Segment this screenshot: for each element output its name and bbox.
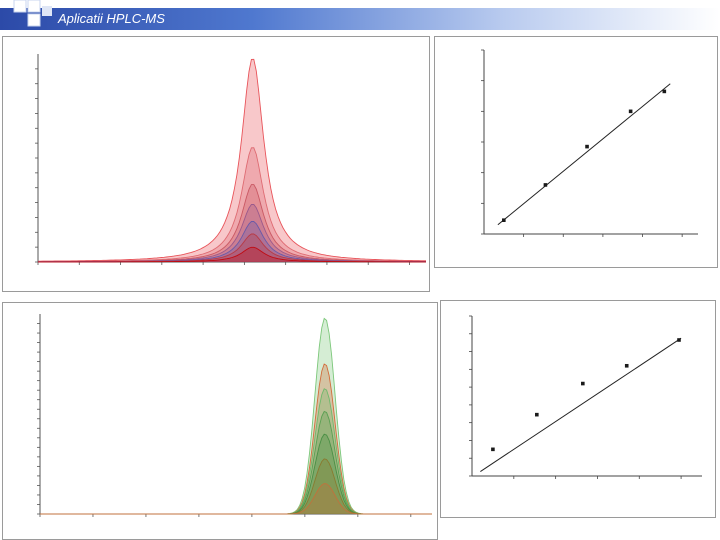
peak-area-6x10-8	[38, 204, 426, 262]
peak-line-10-8	[40, 483, 432, 515]
data-point	[628, 109, 633, 114]
peak-area-6x10-8	[40, 411, 432, 514]
chart-frame	[2, 36, 430, 292]
peak-area-8x10-8	[40, 388, 432, 514]
data-point	[581, 381, 585, 386]
peak-area-5x10-7	[38, 59, 426, 262]
data-point	[677, 338, 681, 342]
slide-header: Aplicatii HPLC-MS	[0, 0, 720, 34]
chart-frame	[440, 300, 716, 518]
peak-area-10-7	[38, 147, 426, 262]
trendline	[480, 337, 682, 472]
peak-area-10-8	[38, 247, 426, 262]
data-point	[502, 218, 506, 222]
peak-area-2x10-8	[40, 458, 432, 514]
data-point	[585, 144, 589, 149]
peak-line-5x10-7	[38, 58, 426, 262]
corner-squares-decoration	[13, 0, 52, 27]
chart-frame	[434, 36, 718, 268]
peak-line-10-8	[38, 246, 426, 263]
data-point	[491, 447, 495, 452]
bottom-calibration-panel	[440, 300, 716, 518]
title-bar	[0, 8, 720, 30]
data-point	[662, 89, 667, 94]
top-chromatogram-panel	[2, 36, 430, 292]
peak-area-10-8	[40, 483, 432, 514]
chart-frame	[2, 302, 438, 540]
data-point	[624, 363, 629, 368]
trendline	[497, 83, 671, 226]
bottom-chromatogram-panel	[2, 302, 438, 540]
data-point	[543, 183, 548, 187]
top-calibration-panel	[434, 36, 718, 268]
slide-title: Aplicatii HPLC-MS	[58, 11, 165, 26]
peak-area-2x10-8	[38, 234, 426, 262]
peak-area-5x10-7	[40, 318, 432, 514]
data-point	[535, 412, 539, 417]
peak-area-8x10-8	[38, 184, 426, 262]
